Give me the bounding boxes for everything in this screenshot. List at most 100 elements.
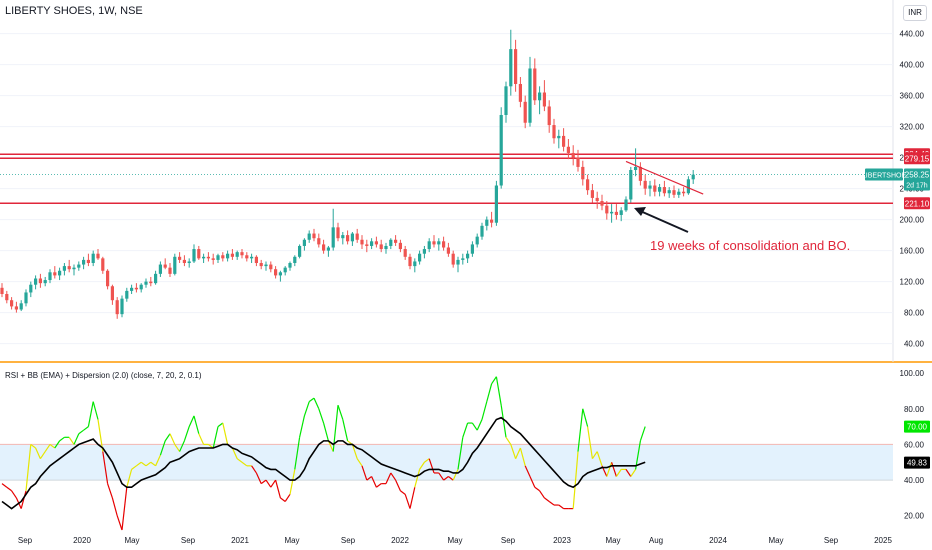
candle-body bbox=[259, 263, 263, 267]
candle-body bbox=[542, 92, 546, 107]
candle-body bbox=[509, 49, 513, 87]
rsi-segment bbox=[404, 494, 411, 509]
rsi-segment bbox=[30, 443, 36, 449]
candle-body bbox=[202, 256, 206, 259]
candle-body bbox=[101, 258, 105, 271]
candle-body bbox=[422, 249, 426, 254]
rsi-segment bbox=[524, 465, 531, 477]
rsi-segment bbox=[231, 447, 238, 459]
rsi-segment bbox=[193, 415, 200, 434]
rsi-segment bbox=[558, 504, 564, 510]
candle-body bbox=[528, 68, 532, 123]
candle-body bbox=[379, 244, 383, 250]
rsi-segment bbox=[280, 497, 286, 502]
candle-body bbox=[149, 281, 153, 284]
last-price-tag bbox=[904, 168, 930, 191]
basis-value-label: 49.83 bbox=[907, 459, 928, 468]
rsi-segment bbox=[169, 433, 176, 445]
candle-body bbox=[610, 211, 614, 214]
rsi-band bbox=[0, 444, 893, 481]
candle-body bbox=[466, 253, 470, 259]
candle-body bbox=[139, 284, 143, 290]
candle-body bbox=[154, 273, 158, 284]
candle-body bbox=[120, 298, 124, 315]
candle-body bbox=[408, 256, 412, 267]
rsi-segment bbox=[313, 397, 320, 410]
candle-body bbox=[29, 284, 33, 293]
candle-body bbox=[576, 157, 580, 167]
rsi-segment bbox=[366, 476, 372, 481]
candle-body bbox=[264, 264, 268, 267]
rsi-tick-label: 100.00 bbox=[900, 369, 925, 378]
rsi-segment bbox=[572, 451, 579, 509]
candle-body bbox=[168, 267, 172, 274]
candle-body bbox=[48, 272, 52, 281]
trendline bbox=[625, 160, 704, 195]
time-tick-label: Aug bbox=[649, 536, 663, 545]
time-tick-label: 2023 bbox=[553, 536, 571, 545]
time-tick-label: 2022 bbox=[391, 536, 409, 545]
candle-body bbox=[475, 236, 479, 245]
candle-body bbox=[403, 249, 407, 257]
rsi-segment bbox=[361, 465, 368, 481]
rsi-segment bbox=[400, 490, 406, 495]
candle-body bbox=[216, 255, 220, 260]
candle-body bbox=[389, 239, 393, 246]
candle-body bbox=[269, 264, 273, 270]
candle-body bbox=[245, 255, 249, 259]
candle-body bbox=[485, 219, 489, 226]
candle-body bbox=[197, 249, 201, 259]
rsi-segment bbox=[54, 440, 61, 449]
rsi-segment bbox=[270, 479, 277, 488]
time-tick-label: May bbox=[284, 536, 299, 545]
candle-body bbox=[442, 241, 446, 248]
rsi-segment bbox=[183, 426, 190, 442]
rsi-segment bbox=[188, 415, 195, 427]
currency-badge[interactable]: INR bbox=[903, 5, 927, 21]
time-tick-label: May bbox=[124, 536, 139, 545]
candle-body bbox=[658, 187, 662, 192]
rsi-segment bbox=[428, 458, 435, 474]
candle-body bbox=[283, 267, 287, 273]
candle-body bbox=[293, 256, 297, 264]
rsi-tick-label: 60.00 bbox=[904, 440, 925, 449]
candle-body bbox=[600, 201, 604, 206]
candle-body bbox=[490, 219, 494, 223]
rsi-segment bbox=[83, 426, 89, 431]
candle-body bbox=[394, 239, 398, 243]
rsi-segment bbox=[299, 415, 305, 438]
candle-body bbox=[499, 114, 503, 186]
candle-body bbox=[341, 235, 345, 239]
rsi-segment bbox=[587, 426, 593, 459]
candle-body bbox=[514, 49, 518, 84]
time-tick-label: Sep bbox=[824, 536, 839, 545]
level-price-label: 221.10 bbox=[905, 199, 930, 208]
rsi-segment bbox=[126, 469, 133, 488]
rsi-segment bbox=[25, 444, 32, 491]
rsi-segment bbox=[44, 444, 51, 452]
candle-body bbox=[187, 261, 191, 264]
candle-body bbox=[533, 68, 537, 101]
rsi-segment bbox=[217, 422, 224, 428]
rsi-segment bbox=[284, 494, 291, 502]
candle-body bbox=[672, 190, 676, 195]
rsi-segment bbox=[150, 461, 156, 467]
rsi-segment bbox=[198, 433, 205, 445]
candle-body bbox=[173, 256, 177, 274]
candle-body bbox=[221, 255, 225, 259]
candle-body bbox=[648, 185, 652, 189]
rsi-segment bbox=[515, 447, 521, 459]
rsi-segment bbox=[452, 469, 459, 481]
candle-body bbox=[624, 199, 628, 211]
rsi-segment bbox=[639, 426, 646, 442]
rsi-segment bbox=[409, 487, 416, 509]
rsi-segment bbox=[121, 487, 128, 531]
candle-body bbox=[96, 253, 100, 259]
rsi-segment bbox=[251, 465, 257, 474]
time-tick-label: Sep bbox=[181, 536, 196, 545]
candle-body bbox=[629, 170, 633, 200]
rsi-segment bbox=[476, 419, 483, 431]
candle-body bbox=[557, 135, 561, 139]
price-tick-label: 160.00 bbox=[900, 247, 925, 256]
symbol-tag bbox=[865, 168, 903, 181]
